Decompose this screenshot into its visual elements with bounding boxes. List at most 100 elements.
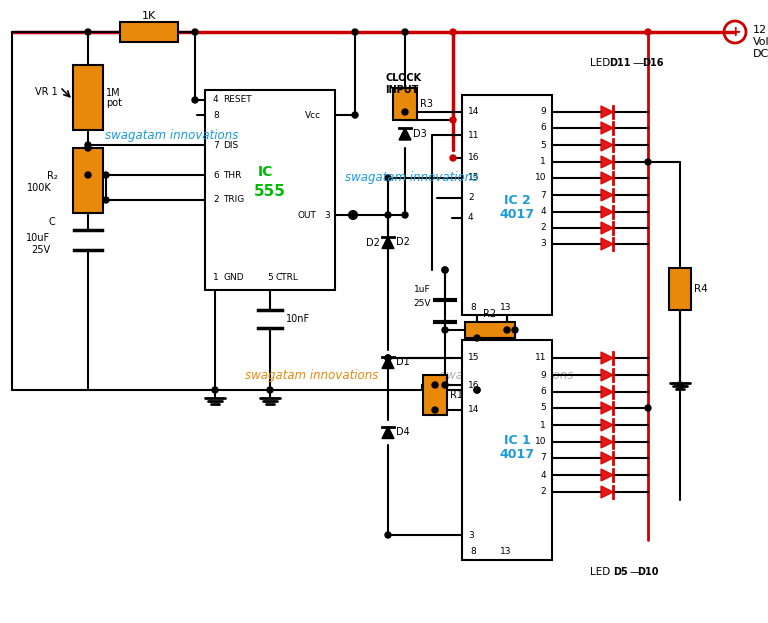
Polygon shape bbox=[601, 469, 613, 481]
Text: swagatam innovations: swagatam innovations bbox=[105, 128, 238, 141]
Polygon shape bbox=[601, 206, 613, 218]
Circle shape bbox=[192, 29, 198, 35]
Circle shape bbox=[432, 382, 438, 388]
Text: THR: THR bbox=[223, 171, 241, 179]
Polygon shape bbox=[601, 452, 613, 464]
Bar bbox=[465, 322, 515, 338]
Text: C: C bbox=[48, 217, 55, 227]
Text: TRIG: TRIG bbox=[223, 196, 244, 204]
Text: 1K: 1K bbox=[142, 11, 156, 21]
Circle shape bbox=[645, 405, 651, 411]
Text: —: — bbox=[630, 567, 641, 577]
Text: 555: 555 bbox=[254, 184, 286, 199]
Text: 11: 11 bbox=[468, 130, 479, 140]
Text: 8: 8 bbox=[470, 303, 475, 312]
Text: 8: 8 bbox=[213, 110, 219, 120]
Text: 25V: 25V bbox=[413, 298, 431, 308]
Polygon shape bbox=[601, 189, 613, 201]
Circle shape bbox=[103, 197, 109, 203]
Text: IC 2: IC 2 bbox=[504, 194, 531, 206]
Text: 10nF: 10nF bbox=[286, 314, 310, 324]
Text: 13: 13 bbox=[500, 548, 511, 556]
Text: IC: IC bbox=[257, 165, 273, 179]
Polygon shape bbox=[601, 352, 613, 364]
Polygon shape bbox=[601, 402, 613, 414]
Text: 14: 14 bbox=[468, 108, 479, 117]
Text: 5: 5 bbox=[540, 141, 546, 150]
Polygon shape bbox=[601, 172, 613, 184]
Text: Vᴄᴄ: Vᴄᴄ bbox=[305, 110, 321, 120]
Bar bbox=[205, 90, 335, 290]
Circle shape bbox=[352, 112, 358, 118]
Text: swagatam innovations: swagatam innovations bbox=[345, 171, 478, 184]
Text: DIS: DIS bbox=[223, 141, 238, 150]
Circle shape bbox=[402, 212, 408, 218]
Text: 3: 3 bbox=[324, 211, 330, 219]
Polygon shape bbox=[399, 128, 411, 140]
Text: 1: 1 bbox=[213, 273, 219, 282]
Text: 14: 14 bbox=[468, 406, 479, 414]
Text: 4: 4 bbox=[468, 214, 474, 222]
Circle shape bbox=[402, 29, 408, 35]
Text: 25V: 25V bbox=[31, 245, 50, 255]
Text: 1: 1 bbox=[540, 158, 546, 166]
Text: 1uF: 1uF bbox=[415, 285, 431, 295]
Circle shape bbox=[450, 29, 456, 35]
Text: RESET: RESET bbox=[223, 95, 252, 105]
Bar bbox=[462, 340, 552, 560]
Text: LED: LED bbox=[590, 58, 611, 68]
Text: 6: 6 bbox=[213, 171, 219, 179]
Circle shape bbox=[212, 387, 218, 393]
Circle shape bbox=[103, 172, 109, 178]
Circle shape bbox=[402, 109, 408, 115]
Text: 7: 7 bbox=[213, 141, 219, 150]
Text: CTRL: CTRL bbox=[275, 273, 298, 282]
Text: 10: 10 bbox=[535, 173, 546, 183]
Text: 9: 9 bbox=[540, 371, 546, 379]
Text: pot: pot bbox=[106, 98, 122, 108]
Text: swagatam innovations: swagatam innovations bbox=[440, 368, 574, 381]
Text: 11: 11 bbox=[535, 353, 546, 363]
Text: 5: 5 bbox=[267, 273, 273, 282]
Polygon shape bbox=[601, 106, 613, 118]
Text: D10: D10 bbox=[637, 567, 659, 577]
Circle shape bbox=[352, 29, 358, 35]
Text: 1: 1 bbox=[540, 421, 546, 429]
Text: D4: D4 bbox=[396, 427, 410, 437]
Text: 15: 15 bbox=[468, 353, 479, 363]
Circle shape bbox=[85, 29, 91, 35]
Circle shape bbox=[85, 172, 91, 178]
Text: R1: R1 bbox=[450, 390, 463, 400]
Bar bbox=[462, 95, 552, 315]
Text: D16: D16 bbox=[642, 58, 664, 68]
Text: 12: 12 bbox=[753, 25, 767, 35]
Circle shape bbox=[504, 327, 510, 333]
Bar bbox=[73, 148, 103, 213]
Text: CLOCK: CLOCK bbox=[385, 73, 421, 83]
Circle shape bbox=[267, 387, 273, 393]
Text: 4017: 4017 bbox=[499, 209, 535, 222]
Text: —: — bbox=[632, 58, 644, 68]
Text: 7: 7 bbox=[540, 191, 546, 199]
Text: GND: GND bbox=[223, 273, 243, 282]
Text: DC: DC bbox=[753, 49, 768, 59]
Circle shape bbox=[677, 382, 683, 388]
Text: Volts: Volts bbox=[753, 37, 768, 47]
Text: D2: D2 bbox=[366, 237, 380, 247]
Bar bbox=[423, 375, 447, 415]
Circle shape bbox=[442, 382, 448, 388]
Circle shape bbox=[442, 327, 448, 333]
Polygon shape bbox=[601, 386, 613, 398]
Text: 4017: 4017 bbox=[499, 449, 535, 462]
Text: 2: 2 bbox=[541, 488, 546, 497]
Bar bbox=[669, 268, 691, 310]
Text: R4: R4 bbox=[694, 284, 708, 294]
Polygon shape bbox=[382, 356, 394, 368]
Circle shape bbox=[474, 387, 480, 393]
Circle shape bbox=[450, 117, 456, 123]
Circle shape bbox=[385, 212, 391, 218]
Text: D5: D5 bbox=[613, 567, 627, 577]
Text: 1M: 1M bbox=[106, 88, 121, 98]
Text: VR 1: VR 1 bbox=[35, 87, 58, 97]
Text: 2: 2 bbox=[468, 194, 474, 202]
